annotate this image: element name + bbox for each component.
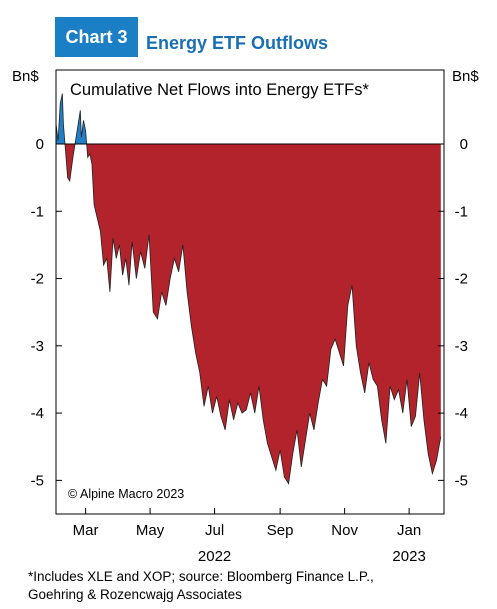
footnote-line-1: *Includes XLE and XOP; source: Bloomberg… [28,569,374,584]
y-tick-label-right: -2 [455,271,468,288]
positive-flow-area [56,93,441,144]
y-tick-label-right: 0 [460,136,468,153]
chart-heading: Energy ETF Outflows [146,33,329,53]
x-tick-label: May [136,522,165,539]
y-tick-label-left: 0 [36,136,44,153]
y-tick-label-right: -5 [455,472,468,489]
chart-inner-title: Cumulative Net Flows into Energy ETFs* [70,81,370,99]
copyright-annotation: © Alpine Macro 2023 [68,487,184,501]
y-tick-label-right: -4 [455,405,468,422]
x-tick-label: Mar [73,522,99,539]
footnote: *Includes XLE and XOP; source: Bloomberg… [28,568,374,604]
x-tick-label: Nov [331,522,358,539]
y-tick-label-left: -4 [31,405,44,422]
x-tick-label: Sep [267,522,294,539]
x-tick-label: Jul [205,522,224,539]
footnote-line-2: Goehring & Rozencwajg Associates [28,587,242,602]
year-label: 2023 [392,548,425,565]
y-tick-label-left: -2 [31,271,44,288]
flow-line [55,93,442,485]
chart-marks [55,93,442,485]
chart-header: Chart 3 Energy ETF Outflows [0,0,497,70]
negative-flow-area [56,144,441,484]
plot-frame [55,69,445,515]
y-tick-label-left: -1 [31,203,44,220]
y-tick-label-right: -1 [455,203,468,220]
year-label: 2022 [198,548,231,565]
x-tick-label: Jan [397,522,421,539]
chart-axes: 0 0 -1 -1 -2 -2 -3 -3 -4 -4 -5 -5 Mar May Jul Sep Nov Jan… [31,69,468,565]
left-unit-label: Bn$ [12,68,39,85]
right-unit-label: Bn$ [452,68,479,85]
y-tick-label-left: -3 [31,338,44,355]
y-tick-label-right: -3 [455,338,468,355]
chart-number-badge: Chart 3 [55,17,138,57]
y-tick-label-left: -5 [31,472,44,489]
